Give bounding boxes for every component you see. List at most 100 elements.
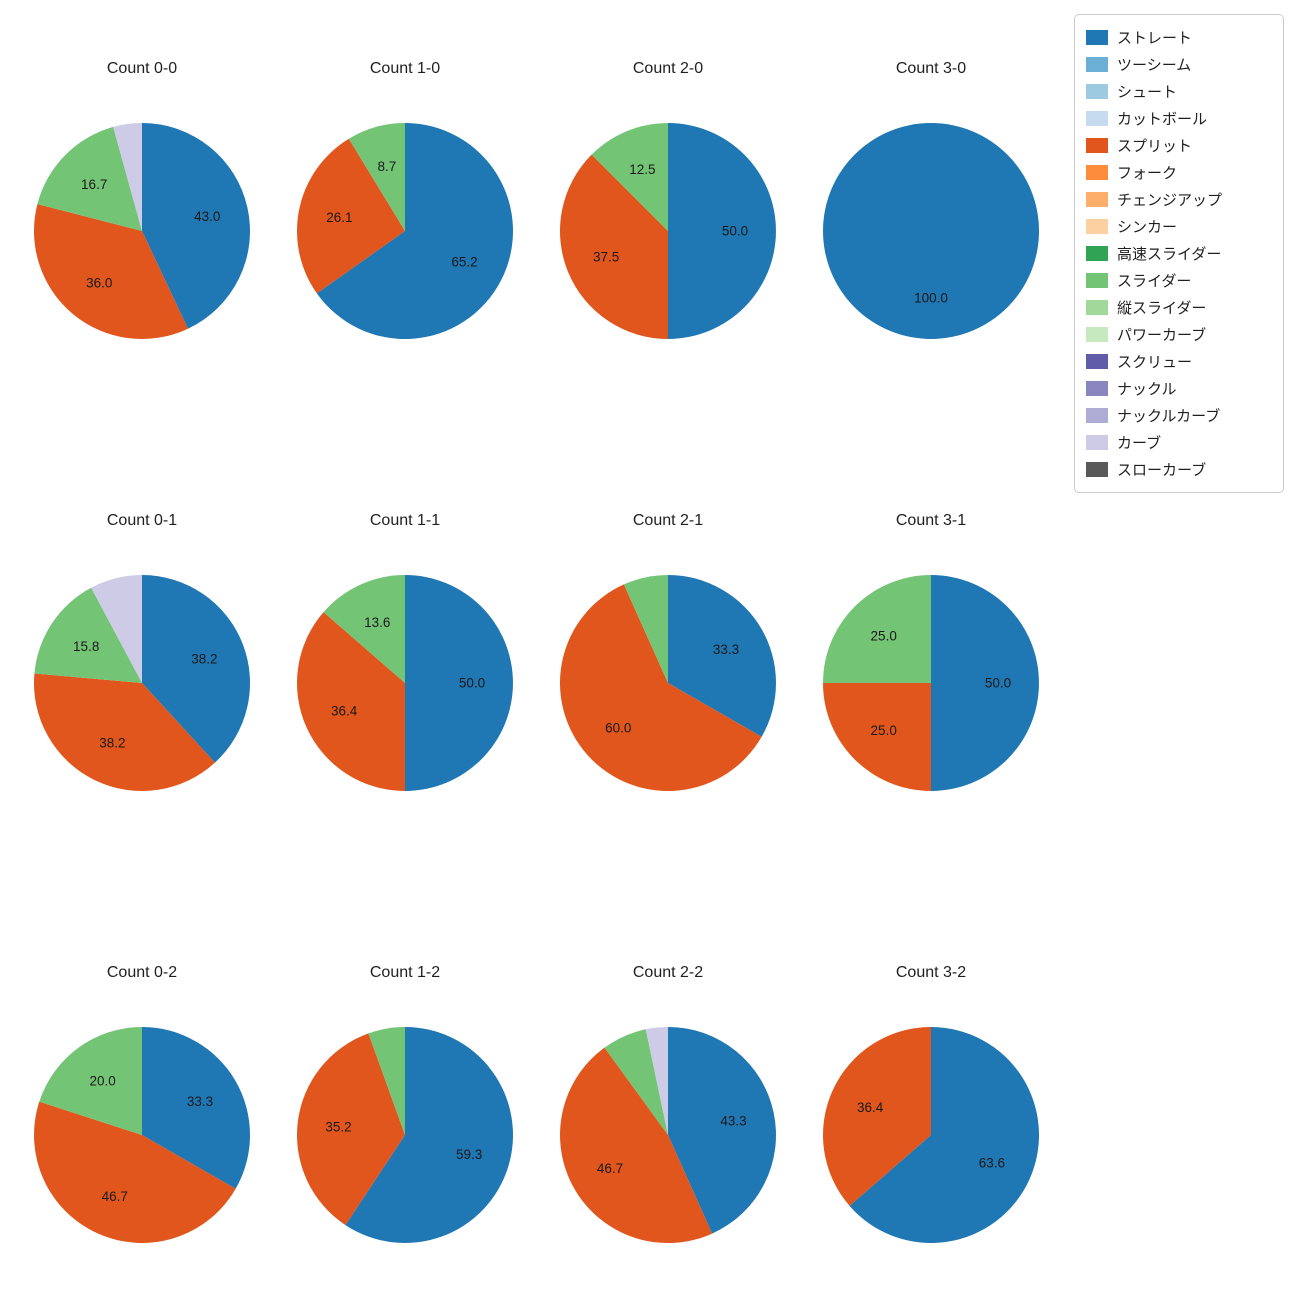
pie-slice — [405, 575, 513, 791]
legend-item: スクリュー — [1086, 348, 1272, 375]
legend-item: ナックル — [1086, 375, 1272, 402]
pie-cell: Count 3-1 50.0 25.0 25.0 — [821, 508, 1041, 793]
legend-item: スローカーブ — [1086, 456, 1272, 483]
legend-item: 縦スライダー — [1086, 294, 1272, 321]
legend-swatch — [1086, 111, 1108, 126]
legend-swatch — [1086, 300, 1108, 315]
legend-swatch — [1086, 57, 1108, 72]
pie-slice — [645, 1027, 668, 1135]
pie-slice — [296, 1033, 405, 1226]
pie-slice-label: 12.5 — [629, 162, 655, 177]
legend-label: ツーシーム — [1117, 57, 1192, 74]
legend-item: 高速スライダー — [1086, 240, 1272, 267]
chart-title: Count 0-2 — [106, 964, 178, 981]
pie-slice-label: 15.8 — [73, 639, 99, 654]
pie-slice-label: 8.7 — [378, 159, 397, 174]
pie-slice-label: 26.1 — [326, 210, 352, 225]
pie-slice — [668, 575, 776, 737]
pie-slice-label: 63.6 — [979, 1155, 1005, 1170]
pie-slice-label: 33.3 — [713, 642, 739, 657]
pie-slice — [931, 575, 1039, 791]
legend-label: カーブ — [1117, 435, 1162, 452]
pie-slice — [823, 683, 931, 791]
pie-chart: 50.0 36.4 13.6 — [297, 575, 513, 791]
chart-title: Count 2-0 — [632, 60, 704, 77]
legend-swatch — [1086, 408, 1108, 423]
pie-cell: Count 0-1 38.2 38.2 15.8 — [32, 508, 252, 793]
pie-slice — [323, 575, 405, 683]
pie-slice — [823, 1027, 931, 1206]
legend-swatch — [1086, 354, 1108, 369]
pie-cell: Count 0-2 33.3 46.7 20.0 — [32, 960, 252, 1245]
pie-cell: Count 3-2 63.6 36.4 — [821, 960, 1041, 1245]
pie-slice-label: 43.0 — [194, 209, 220, 224]
pie-chart: 33.3 60.0 — [559, 575, 776, 792]
legend-swatch — [1086, 192, 1108, 207]
pie-slice-label: 36.0 — [86, 275, 112, 290]
legend-label: 高速スライダー — [1117, 246, 1222, 263]
pie-slice — [34, 1101, 236, 1243]
pie-slice — [142, 575, 251, 763]
chart-title: Count 1-1 — [369, 512, 441, 529]
pie-cell: Count 0-0 43.0 36.0 16.7 — [32, 56, 252, 341]
chart-title: Count 2-2 — [632, 964, 704, 981]
pie-slice-label: 100.0 — [914, 291, 948, 306]
pie-slice — [559, 154, 668, 339]
legend-label: シンカー — [1117, 219, 1178, 236]
legend-item: ナックルカーブ — [1086, 402, 1272, 429]
chart-title: Count 3-2 — [895, 964, 967, 981]
pie-slice-label: 50.0 — [459, 676, 485, 691]
pie-slice-label: 38.2 — [191, 651, 217, 666]
legend-item: シュート — [1086, 78, 1272, 105]
pie-cell: Count 2-1 33.3 60.0 — [558, 508, 778, 793]
pie-slice — [34, 673, 215, 792]
pie-slice-label: 25.0 — [871, 628, 897, 643]
pie-slice — [623, 575, 668, 683]
chart-title: Count 3-0 — [895, 60, 967, 77]
pie-cell: Count 3-0 100.0 — [821, 56, 1041, 341]
legend-item: フォーク — [1086, 159, 1272, 186]
pie-slice — [668, 1027, 776, 1234]
legend-swatch — [1086, 381, 1108, 396]
pie-slice — [849, 1027, 1040, 1243]
legend-label: 縦スライダー — [1117, 300, 1207, 317]
pie-slice — [668, 123, 776, 339]
pie-slice — [37, 126, 142, 231]
pie-cell: Count 1-0 65.2 26.1 8.7 — [295, 56, 515, 341]
pie-slice-label: 35.2 — [325, 1120, 351, 1135]
legend-item: カットボール — [1086, 105, 1272, 132]
legend-label: スクリュー — [1117, 354, 1193, 371]
chart-title: Count 0-0 — [106, 60, 178, 77]
pie-slice-label: 37.5 — [593, 249, 619, 264]
pie-slice — [559, 584, 762, 792]
legend-swatch — [1086, 138, 1108, 153]
pie-slice-label: 65.2 — [451, 255, 477, 270]
pie-cell: Count 1-2 59.3 35.2 — [295, 960, 515, 1245]
pie-slice-label: 46.7 — [597, 1161, 623, 1176]
legend-label: スプリット — [1117, 138, 1193, 155]
pie-slice-label: 60.0 — [605, 721, 631, 736]
pie-slice — [368, 1027, 405, 1135]
pie-slice — [142, 123, 250, 329]
pie-slice-label: 16.7 — [81, 177, 107, 192]
pie-chart: 38.2 38.2 15.8 — [34, 575, 251, 792]
pie-cell: Count 2-0 50.0 37.5 12.5 — [558, 56, 778, 341]
chart-title: Count 0-1 — [106, 512, 178, 529]
legend-label: スライダー — [1117, 273, 1192, 290]
pie-slice-label: 38.2 — [99, 736, 125, 751]
pie-slice-label: 36.4 — [857, 1100, 884, 1115]
legend-swatch — [1086, 435, 1108, 450]
pie-cell: Count 2-2 43.3 46.7 — [558, 960, 778, 1245]
legend-swatch — [1086, 219, 1108, 234]
legend-label: フォーク — [1117, 165, 1178, 182]
legend-item: パワーカーブ — [1086, 321, 1272, 348]
legend-label: チェンジアップ — [1117, 192, 1223, 209]
pie-chart: 63.6 36.4 — [823, 1027, 1040, 1243]
legend-label: スローカーブ — [1117, 462, 1207, 479]
legend-swatch — [1086, 30, 1108, 45]
legend-swatch — [1086, 327, 1108, 342]
pie-slice-label: 25.0 — [871, 723, 897, 738]
legend-label: カットボール — [1117, 111, 1208, 128]
pie-slice — [560, 1047, 713, 1243]
